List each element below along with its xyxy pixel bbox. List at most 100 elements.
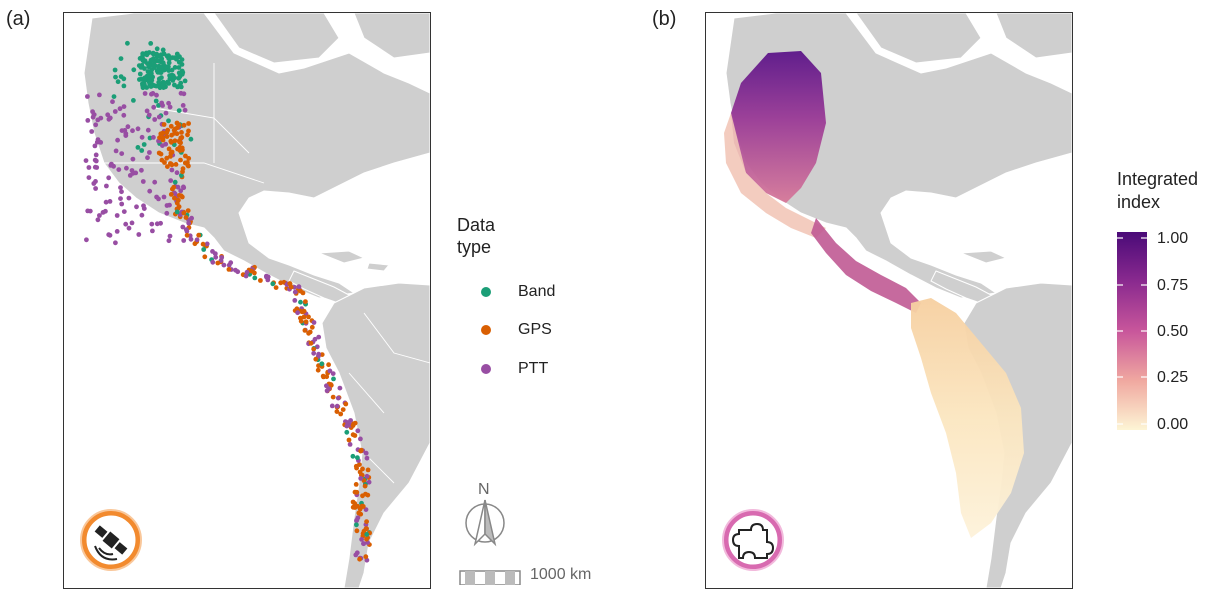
map-panel-b[interactable]	[705, 12, 1073, 589]
ptt-point	[180, 103, 186, 108]
colorbar-tick-050: 0.50	[1157, 323, 1189, 340]
gps-point	[177, 139, 182, 145]
gps-point	[362, 483, 368, 489]
ptt-point	[358, 436, 363, 442]
colorbar-tick-075: 0.75	[1157, 277, 1189, 294]
ptt-point	[92, 157, 98, 163]
ptt-point	[363, 450, 369, 456]
gps-point	[192, 241, 198, 247]
ptt-point	[204, 241, 210, 247]
band-point	[298, 299, 303, 305]
band-point	[176, 65, 182, 70]
index-surface	[724, 51, 1024, 538]
ptt-point	[105, 112, 111, 118]
band-point	[141, 142, 147, 147]
gps-point	[364, 536, 369, 542]
gps-point	[358, 448, 364, 454]
band-point	[331, 376, 336, 382]
ptt-point	[359, 537, 364, 542]
ptt-point	[213, 254, 219, 260]
puzzle-icon	[722, 509, 784, 571]
gps-point	[169, 132, 174, 138]
gps-point	[287, 281, 293, 286]
band-point	[174, 209, 180, 215]
legend-gps-swatch	[481, 325, 491, 335]
ptt-point	[147, 188, 153, 194]
gps-point	[350, 504, 356, 510]
band-point	[148, 57, 154, 63]
legend-gps-label: GPS	[518, 321, 552, 338]
gps-point	[168, 192, 174, 197]
ptt-point	[112, 109, 118, 114]
ptt-point	[134, 204, 139, 210]
ptt-point	[292, 289, 298, 295]
legend-band-label: Band	[518, 283, 556, 300]
gps-point	[175, 146, 180, 152]
ptt-point	[150, 91, 156, 96]
ptt-point	[145, 127, 151, 133]
ptt-point	[366, 479, 372, 485]
band-point	[354, 522, 359, 528]
ptt-point	[113, 148, 119, 154]
ptt-point	[361, 541, 366, 547]
gps-point	[181, 122, 187, 128]
ptt-point	[167, 202, 172, 208]
band-point	[142, 75, 148, 81]
band-point	[176, 83, 182, 89]
ptt-point	[181, 91, 187, 97]
gps-point	[352, 433, 358, 438]
band-point	[172, 75, 177, 81]
ptt-point	[121, 104, 127, 109]
band-point	[364, 532, 370, 537]
ptt-point	[265, 277, 271, 283]
ptt-point	[327, 368, 333, 374]
gps-point	[164, 155, 170, 161]
ptt-point	[123, 131, 129, 136]
band-point	[179, 71, 185, 77]
band-point	[201, 247, 207, 252]
ptt-point	[228, 260, 234, 266]
gps-point	[165, 164, 170, 170]
band-point	[160, 47, 166, 53]
ptt-point	[139, 212, 145, 218]
scale-bar-label: 1000 km	[530, 566, 592, 583]
ptt-point	[347, 442, 353, 447]
ptt-point	[91, 181, 97, 186]
gps-point	[166, 146, 172, 152]
ptt-point	[335, 395, 341, 401]
gps-point	[303, 319, 309, 325]
legend-a-title-line2: type	[457, 237, 492, 257]
ptt-point	[355, 428, 361, 434]
gps-point	[179, 194, 185, 200]
band-point	[142, 82, 147, 87]
band-point	[161, 51, 166, 57]
ptt-point	[169, 167, 175, 173]
ptt-point	[311, 350, 317, 356]
ptt-point	[151, 104, 157, 110]
map-panel-a[interactable]	[63, 12, 431, 589]
ptt-point	[166, 100, 171, 106]
band-point	[172, 82, 177, 88]
band-point	[138, 64, 143, 69]
band-point	[182, 78, 188, 84]
ptt-point	[92, 143, 98, 149]
ptt-point	[129, 220, 135, 226]
ptt-point	[119, 189, 124, 195]
ptt-point	[136, 232, 142, 237]
legend-band-swatch	[481, 287, 491, 297]
ptt-point	[116, 167, 122, 173]
band-point	[121, 83, 127, 89]
ptt-point	[160, 143, 165, 149]
gps-point	[200, 241, 206, 247]
band-point	[115, 79, 121, 85]
ptt-point	[115, 137, 120, 143]
ptt-point	[330, 371, 336, 376]
band-point	[166, 118, 171, 124]
ptt-point	[110, 99, 115, 105]
gps-point	[179, 130, 184, 135]
ptt-point	[354, 550, 360, 556]
legend-ptt-swatch	[481, 364, 491, 374]
ptt-point	[97, 213, 102, 218]
panel-b-label: (b)	[652, 8, 677, 30]
ptt-point	[121, 209, 127, 215]
